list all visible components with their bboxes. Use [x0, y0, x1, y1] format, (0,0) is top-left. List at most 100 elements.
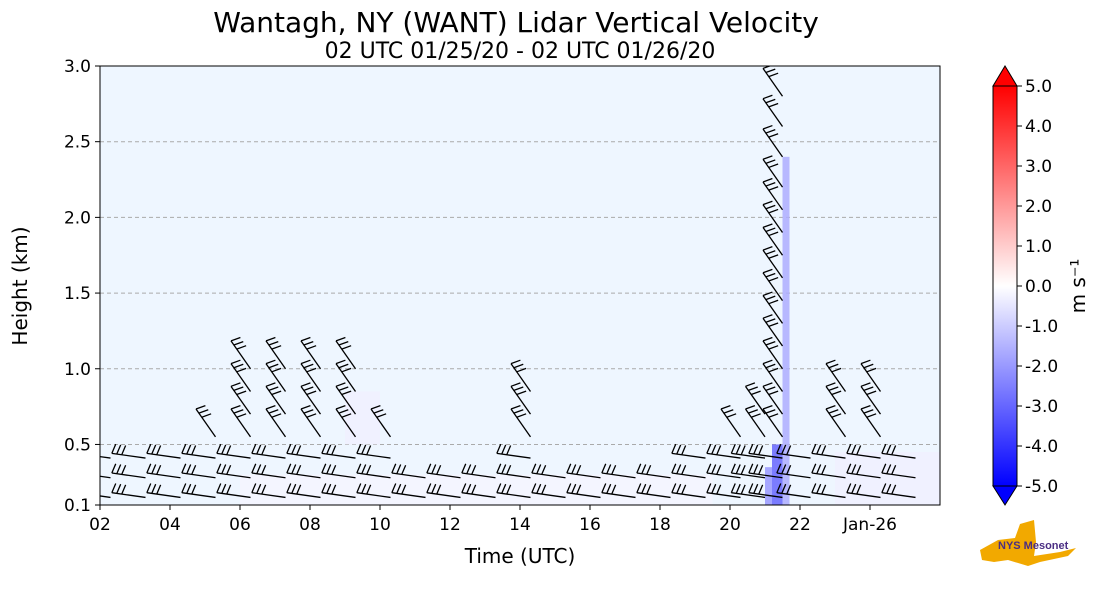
wind-barb	[251, 483, 286, 499]
wind-barb	[566, 483, 601, 499]
colorbar-extend-bottom	[992, 485, 1018, 506]
wind-barb	[216, 483, 251, 499]
wind-barb	[762, 291, 784, 324]
wind-barb	[251, 463, 286, 479]
y-tick-label: 0.1	[64, 496, 91, 516]
wind-barb	[762, 314, 784, 347]
wind-barb	[730, 463, 766, 479]
wind-barb	[321, 483, 356, 499]
velocity-region	[765, 467, 772, 505]
wind-barb	[335, 336, 357, 370]
wind-barb	[286, 443, 321, 459]
wind-barb	[762, 200, 784, 233]
wind-barb	[100, 495, 111, 499]
velocity-region	[835, 452, 940, 505]
logo-text: NYS Mesonet	[998, 540, 1069, 552]
wind-barb	[461, 483, 496, 499]
wind-barbs	[100, 66, 916, 499]
wind-barb	[860, 404, 882, 438]
wind-barb	[461, 463, 496, 479]
wind-barb	[762, 66, 784, 97]
wind-barb	[335, 359, 357, 392]
colorbar-tick-label: 3.0	[1025, 157, 1052, 177]
y-tick-label: 3.0	[64, 57, 91, 77]
wind-barb	[265, 336, 287, 370]
wind-barb	[881, 483, 916, 499]
colorbar-gradient	[992, 85, 1018, 487]
velocity-region	[345, 391, 380, 445]
wind-barb	[811, 483, 846, 499]
wind-barb	[356, 483, 391, 499]
wind-barb	[181, 443, 216, 459]
wind-barb	[496, 463, 531, 479]
wind-barb	[300, 336, 322, 370]
y-tick-label: 0.5	[64, 435, 91, 455]
colorbar-extend-top	[992, 65, 1018, 87]
wind-barb	[825, 404, 847, 438]
wind-barb	[146, 463, 181, 479]
wind-barb	[391, 483, 426, 499]
wind-barb	[216, 463, 251, 479]
wind-barb	[601, 463, 636, 479]
wind-barb	[601, 483, 636, 499]
wind-barb	[111, 443, 146, 459]
x-axis-label: Time (UTC)	[464, 544, 576, 568]
wind-barb	[776, 463, 811, 479]
wind-barb	[762, 359, 784, 392]
velocity-region	[772, 444, 783, 505]
wind-barb	[762, 223, 784, 256]
wind-barb	[496, 483, 531, 499]
wind-barb	[744, 404, 766, 438]
velocity-region	[782, 156, 790, 505]
wind-barb	[496, 443, 531, 459]
wind-barb	[636, 463, 671, 479]
wind-barb	[748, 443, 783, 459]
wind-barb	[811, 443, 846, 459]
y-tick-label: 2.5	[64, 133, 91, 153]
x-tick-label: 22	[789, 515, 811, 535]
y-axis-label: Height (km)	[8, 226, 32, 345]
wind-barb	[762, 155, 784, 188]
colorbar-tick-label: -2.0	[1025, 357, 1058, 377]
wind-barb	[335, 404, 357, 438]
wind-barb	[300, 404, 322, 438]
x-tick-label: 06	[229, 515, 251, 535]
wind-barb	[146, 483, 181, 499]
wind-barb	[671, 483, 706, 499]
y-axis-ticks: 0.1 0.5 1.0 1.5 2.0 2.5 3.0	[64, 57, 100, 516]
wind-barb	[706, 483, 741, 499]
velocity-features	[240, 156, 940, 505]
x-tick-label: 14	[509, 515, 531, 535]
x-tick-label: 16	[579, 515, 601, 535]
wind-barb	[671, 443, 706, 459]
colorbar-tick-label: -4.0	[1025, 437, 1058, 457]
wind-barb	[762, 268, 784, 302]
wind-barb	[531, 483, 566, 499]
wind-barb	[181, 483, 216, 499]
wind-barb	[846, 463, 881, 479]
wind-barb	[860, 359, 882, 392]
wind-barb	[230, 404, 252, 438]
wind-barb	[265, 359, 287, 392]
chart-title: Wantagh, NY (WANT) Lidar Vertical Veloci…	[213, 6, 819, 39]
wind-barb	[356, 463, 391, 479]
wind-barb	[762, 382, 784, 415]
wind-barb	[531, 463, 566, 479]
wind-barb	[510, 382, 532, 415]
colorbar-tick-label: 4.0	[1025, 117, 1052, 137]
wind-barb	[111, 483, 146, 499]
wind-barb	[881, 463, 916, 479]
wind-barb	[671, 463, 706, 479]
wind-barb	[730, 483, 766, 499]
wind-barb	[762, 94, 784, 127]
wind-barb	[265, 382, 287, 415]
wind-barb	[216, 443, 251, 459]
colorbar-tick-label: -5.0	[1025, 477, 1058, 497]
plot-background	[100, 66, 940, 505]
wind-barb	[846, 483, 881, 499]
x-tick-label: 02	[89, 515, 111, 535]
wind-barb	[265, 404, 287, 438]
colorbar: 5.0 4.0 3.0 2.0 1.0 0.0 -1.0 -2.0 -3.0 -4.0 -5.0 m…	[992, 65, 1090, 506]
colorbar-tick-label: -1.0	[1025, 317, 1058, 337]
